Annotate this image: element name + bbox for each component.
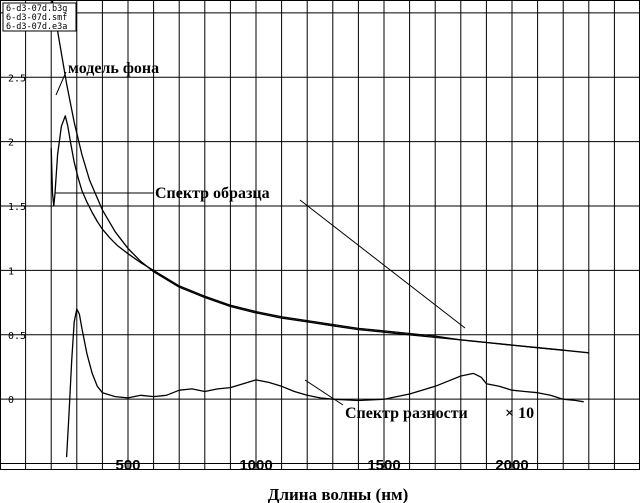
y-tick-label: 2 xyxy=(8,138,14,149)
series-line-2 xyxy=(50,115,564,351)
legend: 6-d3-07d.b3g 6-d3-07d.smf 6-d3-07d.e3a xyxy=(2,2,77,32)
x-tick-label: 500 xyxy=(115,457,140,474)
legend-box xyxy=(2,2,77,32)
annotation-lines xyxy=(55,71,466,406)
series-line-3 xyxy=(65,308,584,458)
series-layer xyxy=(50,0,589,458)
annotation-background-model: модель фона xyxy=(68,60,159,77)
x-axis-label: Длина волны (нм) xyxy=(268,485,408,503)
x-tick-label: 2000 xyxy=(495,457,528,474)
x-tick-label: 1000 xyxy=(239,457,272,474)
labels: Длина волны (нм) модель фона Спектр обра… xyxy=(68,60,534,503)
annotation-difference-spectrum: Спектр разности xyxy=(345,405,468,422)
annotation-times-ten: × 10 xyxy=(505,405,534,422)
legend-entry: 6-d3-07d.e3a xyxy=(6,22,67,32)
grid xyxy=(0,0,640,470)
legend-entry: 6-d3-07d.b3g xyxy=(6,4,67,14)
x-tick-label: 1500 xyxy=(367,457,400,474)
y-tick-label: 1.5 xyxy=(8,202,26,213)
y-tick-label: 2.5 xyxy=(8,73,26,84)
y-tick-label: 0 xyxy=(8,395,14,406)
axes: 00.511.522.53500100015002000 xyxy=(0,0,640,474)
leader-line-sample-right xyxy=(299,199,466,329)
legend-entry: 6-d3-07d.smf xyxy=(6,13,67,23)
y-tick-label: 1 xyxy=(8,266,14,277)
leader-line-background-model xyxy=(55,71,67,96)
leader-line-difference xyxy=(304,379,344,406)
annotation-sample-spectrum: Спектр образца xyxy=(155,185,270,202)
y-tick-label: 0.5 xyxy=(8,331,26,342)
